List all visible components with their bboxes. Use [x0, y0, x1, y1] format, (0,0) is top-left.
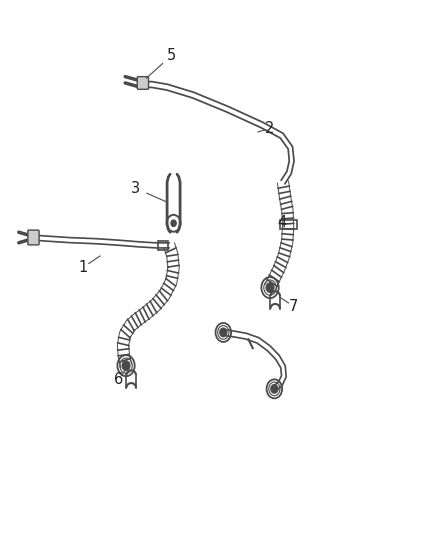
Text: 6: 6: [114, 373, 124, 387]
Circle shape: [271, 385, 278, 393]
Circle shape: [220, 328, 227, 337]
Text: 5: 5: [167, 48, 176, 63]
Circle shape: [266, 283, 274, 292]
FancyBboxPatch shape: [28, 230, 39, 245]
Text: 7: 7: [289, 298, 298, 313]
Circle shape: [122, 361, 130, 370]
Text: 3: 3: [131, 181, 141, 196]
Text: 1: 1: [78, 260, 88, 275]
Text: 4: 4: [277, 215, 286, 230]
FancyBboxPatch shape: [137, 77, 148, 90]
Circle shape: [171, 220, 176, 227]
Text: 2: 2: [265, 121, 275, 136]
